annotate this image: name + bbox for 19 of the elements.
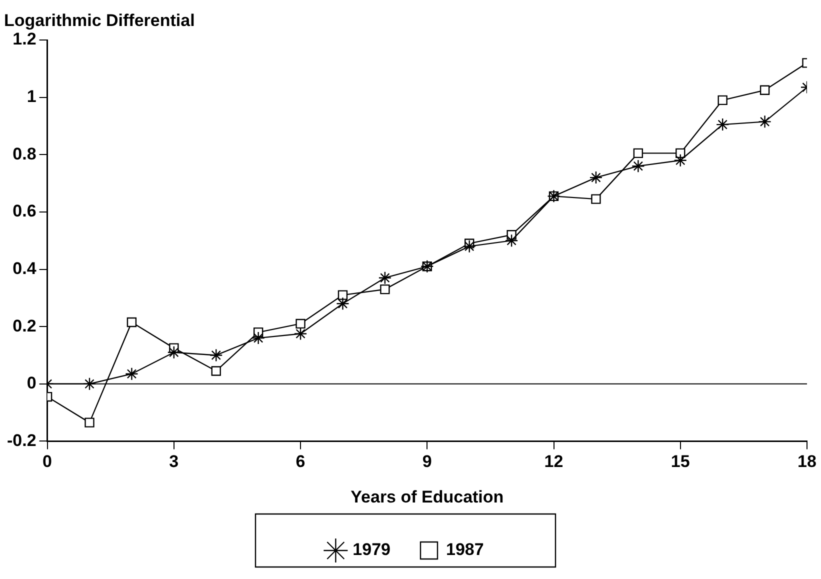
legend-label: 1987 bbox=[446, 540, 484, 560]
x-tick-label: 18 bbox=[798, 452, 816, 472]
y-tick-label: 0.6 bbox=[12, 202, 36, 221]
x-tick-label: 12 bbox=[544, 452, 564, 472]
y-tick-label: 0.8 bbox=[12, 144, 36, 164]
x-tick-label: 9 bbox=[422, 452, 432, 472]
x-tick-label: 15 bbox=[670, 452, 690, 472]
y-tick-label: 0.4 bbox=[12, 258, 37, 278]
legend-label: 1979 bbox=[352, 540, 391, 560]
y-axis-title: Logarithmic Differential bbox=[4, 11, 195, 30]
x-tick-label: 6 bbox=[296, 452, 306, 472]
y-tick-label: 1.2 bbox=[12, 30, 36, 49]
y-tick-label: 0.2 bbox=[12, 316, 36, 336]
x-axis-title: Years of Education bbox=[350, 487, 504, 506]
y-tick-label: 0 bbox=[26, 374, 36, 393]
x-tick-label: 0 bbox=[42, 452, 52, 472]
y-tick-label: -0.2 bbox=[6, 430, 36, 450]
x-tick-label: 3 bbox=[169, 452, 179, 472]
y-tick-label: 1 bbox=[26, 87, 36, 106]
